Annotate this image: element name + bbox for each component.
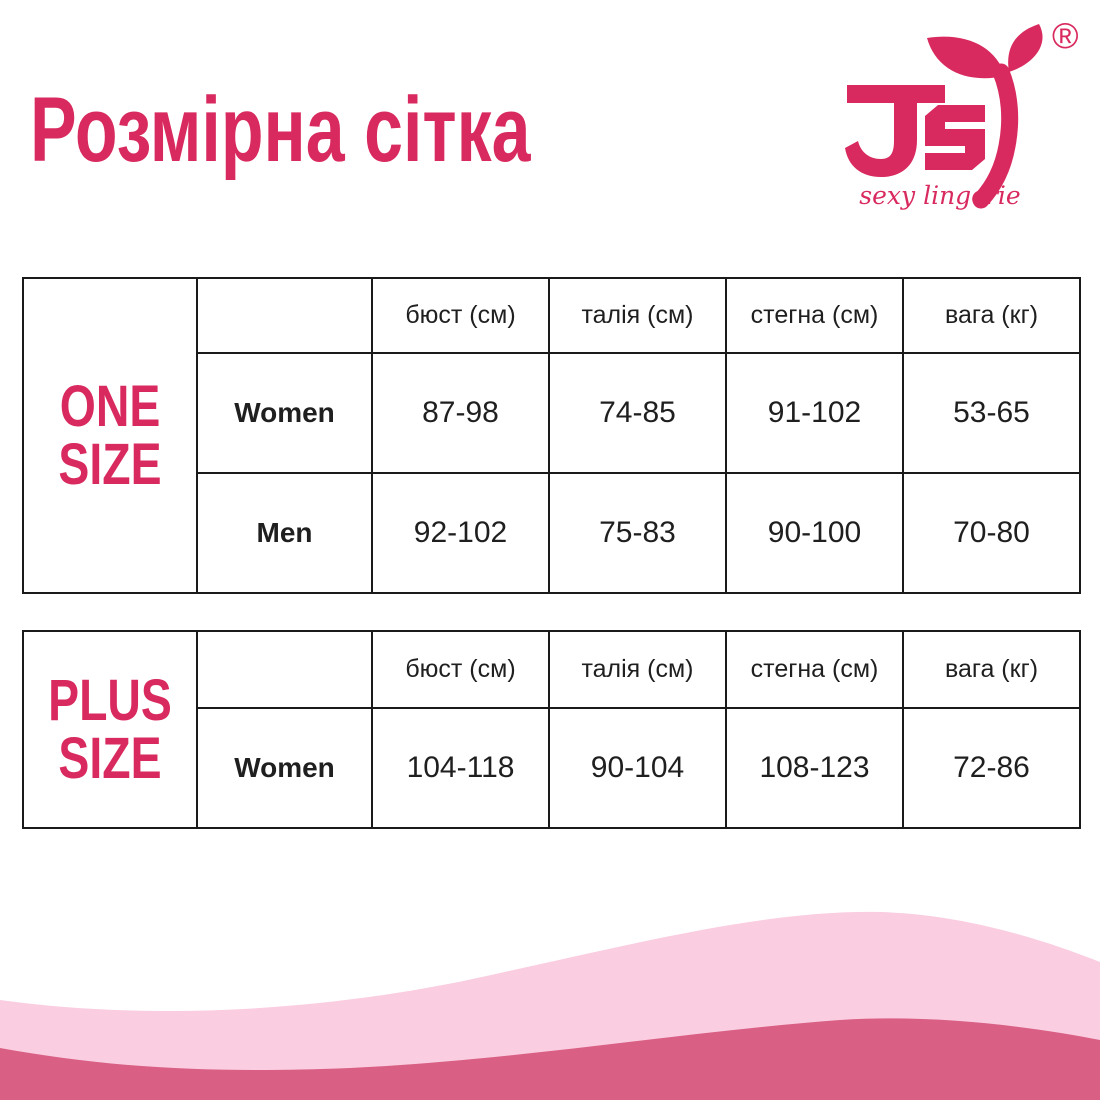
logo-letter-j	[845, 85, 945, 177]
logo-leaf-left	[927, 36, 1005, 79]
col-header-bust: бюст (см)	[371, 277, 550, 354]
logo-letter-y-stem	[972, 63, 1019, 209]
cell-men-bust: 92-102	[371, 472, 550, 594]
cell-women-weight: 72-86	[902, 707, 1081, 829]
size-label-one-size: ONE SIZE	[22, 277, 198, 594]
col-header-weight: вага (кг)	[902, 630, 1081, 709]
jsy-logo: ® sexy lingerie	[845, 15, 1079, 210]
logo-leaf-right	[1008, 24, 1043, 72]
brand-logo: ® sexy lingerie	[830, 8, 1090, 213]
jsy-logo-mark	[845, 24, 1043, 209]
cell-women-waist: 74-85	[548, 352, 727, 474]
one-size-table: ONE SIZE бюст (см) талія (см) стегна (см…	[22, 277, 1081, 594]
brand-tagline: sexy lingerie	[859, 181, 1020, 210]
size-label-line: ONE	[59, 373, 161, 439]
cell-men-hips: 90-100	[725, 472, 904, 594]
row-label-men: Men	[196, 472, 373, 594]
col-header-waist: талія (см)	[548, 630, 727, 709]
spacer-header-cell	[196, 277, 373, 354]
cell-women-bust: 87-98	[371, 352, 550, 474]
cell-men-weight: 70-80	[902, 472, 1081, 594]
size-label-line: PLUS	[48, 667, 172, 733]
col-header-weight: вага (кг)	[902, 277, 1081, 354]
cell-women-hips: 91-102	[725, 352, 904, 474]
size-label-line: SIZE	[58, 725, 162, 791]
row-label-women: Women	[196, 352, 373, 474]
table-row-women: Women 87-98 74-85 91-102 53-65	[23, 352, 1081, 474]
row-label-women: Women	[196, 707, 373, 829]
cell-women-waist: 90-104	[548, 707, 727, 829]
footer-wave-decoration	[0, 911, 1100, 1100]
cell-women-hips: 108-123	[725, 707, 904, 829]
wave-dark-pink	[0, 1018, 1100, 1100]
size-label-plus-size: PLUS SIZE	[22, 630, 198, 829]
plus-size-table: PLUS SIZE бюст (см) талія (см) стегна (с…	[22, 630, 1081, 829]
logo-letter-s	[925, 105, 985, 170]
cell-women-weight: 53-65	[902, 352, 1081, 474]
spacer-header-cell	[196, 630, 373, 709]
table-row-women-plus: Women 104-118 90-104 108-123 72-86	[23, 707, 1081, 829]
wave-light-pink	[0, 911, 1100, 1100]
col-header-hips: стегна (см)	[725, 277, 904, 354]
cell-women-bust: 104-118	[371, 707, 550, 829]
cell-men-waist: 75-83	[548, 472, 727, 594]
col-header-bust: бюст (см)	[371, 630, 550, 709]
table-row-men: Men 92-102 75-83 90-100 70-80	[23, 472, 1081, 594]
size-label-line: SIZE	[58, 431, 162, 497]
col-header-hips: стегна (см)	[725, 630, 904, 709]
col-header-waist: талія (см)	[548, 277, 727, 354]
page-title: Розмірна сітка	[30, 79, 531, 181]
registered-trademark-icon: ®	[1052, 15, 1079, 56]
